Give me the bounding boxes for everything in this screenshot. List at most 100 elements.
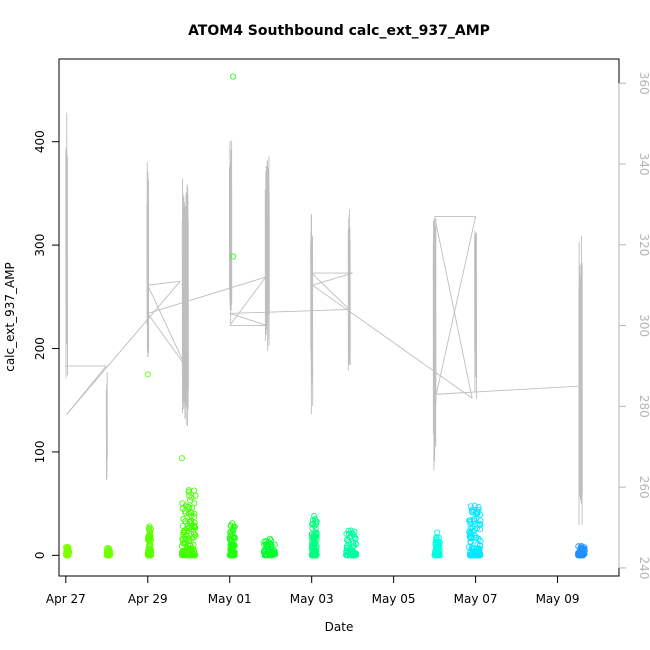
- line-segment: [147, 280, 181, 286]
- data-point: [344, 542, 351, 549]
- data-point: [351, 534, 358, 541]
- data-point: [467, 518, 474, 525]
- data-point: [476, 542, 484, 549]
- line-burst: [146, 162, 150, 358]
- y-tick-label: 400: [33, 130, 47, 153]
- data-point: [261, 538, 268, 545]
- data-point: [104, 551, 111, 558]
- x-tick-label: Apr 27: [46, 592, 86, 606]
- data-point: [179, 548, 186, 555]
- data-point-outlier: [230, 253, 237, 260]
- line-burst: [65, 112, 68, 379]
- data-point: [471, 502, 478, 509]
- data-point: [189, 504, 196, 511]
- data-point: [187, 497, 194, 504]
- y-tick-label: 200: [33, 337, 47, 360]
- data-point: [191, 513, 198, 520]
- y2-tick-label: 320: [637, 233, 650, 256]
- data-point: [312, 551, 319, 558]
- data-point: [347, 527, 355, 534]
- x-tick-label: May 07: [454, 592, 498, 606]
- data-point: [312, 518, 319, 525]
- line-burst: [228, 140, 233, 325]
- data-point: [145, 535, 152, 542]
- x-tick-label: May 09: [536, 592, 580, 606]
- x-axis: Apr 27 Apr 29 May 01 May 03 May 05 May 07 May …: [46, 575, 580, 606]
- line-series-layer: [64, 112, 583, 525]
- data-point: [146, 533, 153, 541]
- line-segment: [311, 272, 350, 310]
- data-point: [186, 504, 193, 511]
- data-point: [467, 531, 474, 538]
- data-point: [312, 539, 319, 546]
- data-point: [346, 548, 353, 555]
- data-point: [231, 534, 238, 541]
- data-point: [64, 544, 71, 551]
- data-point: [578, 542, 585, 550]
- line-segment: [312, 272, 353, 286]
- data-point: [179, 522, 186, 530]
- data-point: [264, 543, 271, 550]
- data-point: [309, 552, 316, 559]
- data-point: [190, 541, 197, 548]
- line-segment: [147, 284, 186, 367]
- line-burst: [474, 231, 478, 399]
- data-point: [185, 510, 192, 517]
- data-point: [181, 549, 188, 556]
- data-point: [579, 546, 586, 553]
- data-point: [350, 540, 357, 547]
- data-point: [230, 535, 237, 542]
- plot-frame: [58, 58, 620, 577]
- data-point: [467, 549, 474, 557]
- y2-tick-label: 280: [637, 395, 650, 418]
- x-tick-label: May 05: [372, 592, 416, 606]
- x-tick-label: May 03: [290, 592, 334, 606]
- data-point: [192, 532, 199, 539]
- data-point: [347, 533, 354, 541]
- data-point: [477, 538, 484, 545]
- y-tick-label: 100: [33, 440, 47, 463]
- line-segment: [312, 284, 473, 399]
- line-segment: [435, 216, 477, 395]
- data-point: [266, 535, 273, 542]
- data-point: [182, 535, 190, 542]
- data-point: [468, 544, 475, 551]
- data-point: [267, 537, 275, 544]
- data-point: [433, 536, 440, 543]
- y2-tick-label: 300: [637, 314, 650, 337]
- line-segment: [66, 280, 181, 415]
- data-point: [185, 487, 192, 494]
- data-point: [466, 528, 473, 535]
- y-tick-label: 300: [33, 234, 47, 257]
- data-point: [230, 541, 237, 548]
- data-point: [313, 520, 320, 527]
- data-point: [229, 546, 236, 554]
- data-point: [474, 521, 481, 528]
- data-point: [473, 552, 480, 559]
- y-axis: 0 100 200 300 400: [33, 130, 60, 559]
- data-point: [343, 551, 350, 559]
- line-burst: [264, 156, 270, 351]
- data-point: [147, 551, 154, 558]
- y2-tick-label: 240: [637, 556, 650, 579]
- data-point: [432, 541, 439, 548]
- line-burst: [181, 178, 189, 427]
- data-point: [432, 552, 439, 559]
- data-point: [467, 538, 474, 545]
- data-point: [308, 534, 315, 542]
- y2-tick-label: 260: [637, 476, 650, 499]
- data-point: [576, 550, 583, 558]
- data-point: [468, 535, 475, 542]
- line-segment: [147, 313, 186, 367]
- data-point: [186, 524, 193, 531]
- data-point: [179, 535, 186, 543]
- data-point: [313, 531, 320, 538]
- data-point: [188, 530, 195, 537]
- line-segment: [229, 276, 266, 326]
- y-tick-label: 0: [33, 551, 47, 559]
- y-axis-label: calc_ext_937_AMP: [3, 262, 17, 372]
- data-point-outlier: [144, 371, 151, 378]
- line-burst: [310, 213, 314, 415]
- line-segment: [147, 276, 266, 314]
